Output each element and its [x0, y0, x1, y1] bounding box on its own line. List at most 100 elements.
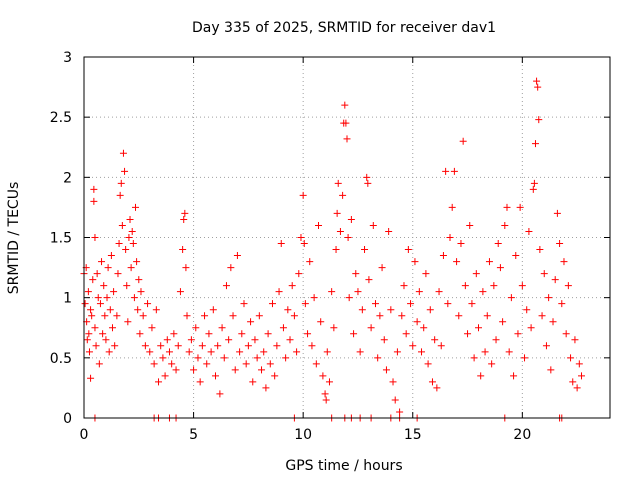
data-point: [121, 167, 129, 175]
data-point: [198, 342, 206, 350]
data-point: [545, 294, 553, 302]
data-point: [328, 288, 336, 296]
data-point: [106, 306, 114, 314]
chart-title: Day 335 of 2025, SRMTID for receiver dav…: [192, 20, 496, 36]
data-point: [385, 227, 393, 235]
data-point: [125, 234, 133, 241]
data-point: [431, 336, 439, 344]
data-point: [352, 270, 360, 278]
data-point: [141, 342, 149, 350]
data-point: [126, 215, 134, 223]
data-point: [501, 221, 509, 229]
data-point: [538, 312, 546, 320]
data-point: [123, 282, 131, 290]
data-point: [119, 149, 127, 157]
data-point: [100, 282, 108, 290]
data-point: [163, 336, 171, 344]
data-point: [110, 288, 118, 296]
data-point: [521, 354, 529, 362]
data-point: [549, 318, 557, 326]
data-point: [251, 336, 259, 344]
data-point: [284, 306, 292, 314]
y-tick-label: 1.5: [50, 231, 72, 247]
data-point: [542, 342, 550, 350]
data-point: [558, 300, 566, 308]
data-point: [426, 306, 434, 314]
data-point: [84, 288, 92, 296]
data-point: [150, 360, 158, 368]
data-point: [400, 282, 408, 290]
data-point: [102, 336, 110, 344]
data-point: [507, 294, 515, 302]
data-point: [179, 246, 187, 254]
data-point: [288, 282, 296, 290]
data-point: [347, 215, 355, 223]
data-points: [80, 77, 586, 422]
data-point: [290, 312, 298, 320]
data-point: [402, 330, 410, 338]
data-point: [192, 324, 200, 332]
data-point: [531, 140, 539, 148]
data-point: [459, 137, 467, 145]
data-point: [282, 354, 290, 362]
data-point: [295, 270, 303, 278]
data-point: [378, 264, 386, 272]
data-point: [317, 318, 325, 326]
y-tick-label: 0.5: [50, 351, 72, 367]
axis-ticks: 0 5 10 15 20 0 0.5 1 1.5 2 2.5 3: [50, 50, 610, 443]
data-point: [556, 240, 564, 248]
data-point: [433, 384, 441, 392]
data-point: [227, 264, 235, 272]
data-point: [341, 101, 349, 109]
data-point: [356, 348, 364, 356]
data-point: [411, 258, 419, 266]
data-point: [205, 330, 213, 338]
data-point: [336, 227, 344, 235]
data-point: [575, 360, 583, 368]
data-point: [439, 252, 447, 260]
data-point: [242, 360, 250, 368]
data-point: [111, 342, 119, 350]
data-point: [475, 324, 482, 332]
data-point: [236, 348, 244, 356]
data-point: [286, 336, 294, 344]
data-point: [94, 294, 102, 302]
data-point: [332, 246, 340, 254]
data-point: [409, 342, 417, 350]
data-point: [98, 258, 106, 266]
data-point: [187, 336, 195, 344]
data-point: [525, 227, 533, 235]
data-point: [553, 209, 561, 217]
data-point: [108, 324, 116, 332]
data-point: [155, 378, 163, 386]
x-tick-label: 10: [294, 427, 312, 443]
data-point: [376, 312, 384, 320]
data-point: [435, 288, 443, 296]
data-point: [499, 318, 507, 326]
data-point: [464, 330, 472, 338]
data-point: [91, 234, 99, 241]
data-point: [418, 348, 426, 356]
data-point: [135, 276, 143, 284]
data-point: [481, 348, 489, 356]
data-point: [562, 330, 570, 338]
data-point: [157, 342, 165, 350]
data-point: [203, 360, 211, 368]
data-point: [297, 234, 305, 241]
data-point: [516, 203, 524, 211]
data-point: [134, 306, 142, 314]
data-point: [382, 366, 390, 374]
data-point: [87, 306, 95, 314]
data-point: [308, 342, 316, 350]
data-point: [249, 378, 257, 386]
data-point: [483, 312, 491, 320]
data-point: [354, 288, 362, 296]
data-point: [266, 360, 274, 368]
data-point: [494, 240, 502, 248]
data-point: [201, 312, 209, 320]
data-point: [428, 378, 436, 386]
data-point: [139, 312, 147, 320]
data-point: [530, 179, 538, 187]
data-point: [453, 258, 461, 266]
